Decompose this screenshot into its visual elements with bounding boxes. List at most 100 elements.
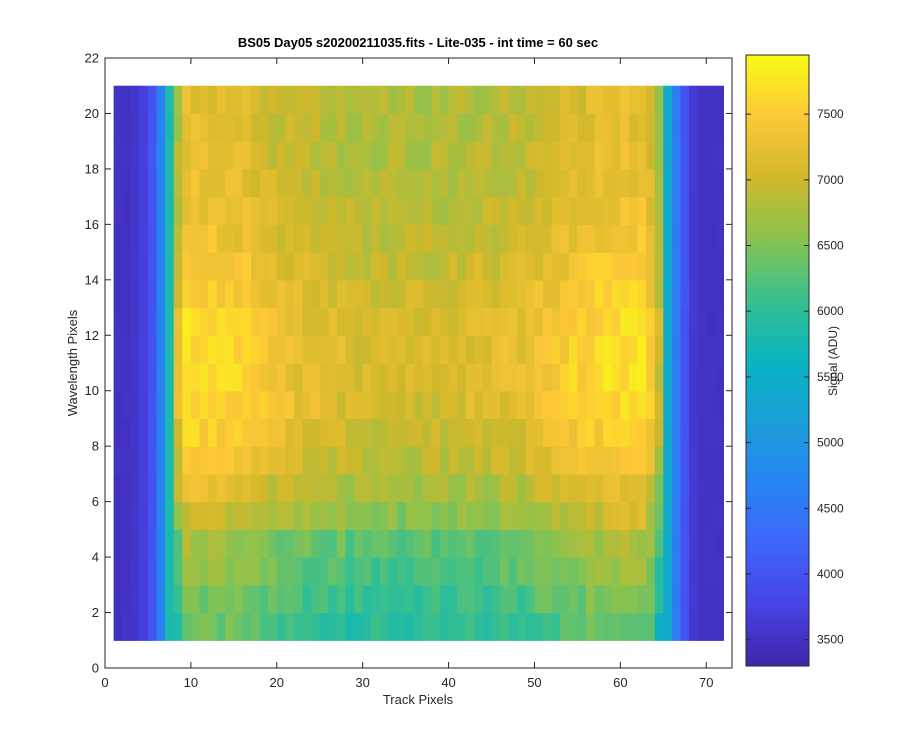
heatmap-cell: [336, 224, 347, 253]
heatmap-cell: [113, 557, 123, 586]
heatmap-cell: [302, 501, 312, 530]
heatmap-cell: [122, 252, 132, 281]
heatmap-cell: [113, 279, 123, 309]
heatmap-cell: [697, 584, 707, 614]
heatmap-cell: [208, 584, 218, 614]
heatmap-cell: [405, 473, 415, 503]
heatmap-cell: [208, 279, 218, 309]
heatmap-cell: [714, 168, 725, 198]
heatmap-cell: [285, 335, 295, 364]
heatmap-cell: [285, 418, 295, 447]
heatmap-cell: [560, 307, 570, 336]
heatmap-cell: [543, 501, 553, 530]
heatmap-cell: [671, 168, 682, 198]
heatmap-cell: [508, 557, 518, 586]
heatmap-cell: [714, 307, 725, 336]
heatmap-cell: [336, 418, 347, 447]
heatmap-cell: [190, 390, 201, 420]
heatmap-cell: [225, 529, 235, 558]
heatmap-cell: [465, 390, 475, 420]
heatmap-cell: [439, 612, 450, 641]
heatmap-cell: [345, 390, 355, 420]
heatmap-cell: [706, 224, 716, 253]
heatmap-cell: [714, 224, 725, 253]
heatmap-cell: [594, 224, 604, 253]
heatmap-cell: [611, 584, 621, 614]
heatmap-cell: [637, 584, 647, 614]
heatmap-cell: [706, 252, 716, 281]
heatmap-cell: [474, 529, 484, 558]
heatmap-cell: [182, 252, 192, 281]
heatmap-cell: [268, 196, 278, 225]
heatmap-cell: [371, 473, 381, 503]
colorbar: [745, 54, 810, 667]
heatmap-cell: [431, 584, 441, 614]
heatmap-cell: [663, 501, 673, 530]
heatmap-cell: [182, 446, 192, 475]
heatmap-cell: [122, 418, 132, 447]
heatmap-cell: [122, 557, 132, 586]
heatmap-cell: [603, 473, 613, 503]
heatmap-cell: [448, 168, 458, 198]
heatmap-cell: [259, 446, 269, 475]
heatmap-cell: [465, 279, 475, 309]
heatmap-cell: [122, 390, 132, 420]
heatmap-cell: [139, 363, 149, 392]
heatmap-cell: [517, 141, 527, 170]
heatmap-cell: [405, 113, 415, 142]
heatmap-cell: [689, 141, 699, 170]
heatmap-cell: [611, 252, 621, 281]
heatmap-cell: [242, 141, 252, 170]
heatmap-cell: [474, 418, 484, 447]
heatmap-cell: [336, 196, 347, 225]
heatmap-cell: [388, 390, 398, 420]
heatmap-cell: [130, 196, 140, 225]
heatmap-cell: [199, 196, 209, 225]
heatmap-cell: [474, 168, 484, 198]
heatmap-cell: [276, 529, 286, 558]
heatmap-cell: [130, 584, 140, 614]
heatmap-cell: [431, 252, 441, 281]
heatmap-cell: [397, 612, 407, 641]
heatmap-cell: [594, 168, 604, 198]
heatmap-cell: [568, 446, 578, 475]
heatmap-cell: [345, 307, 355, 336]
heatmap-cell: [302, 363, 312, 392]
heatmap-cell: [276, 335, 286, 364]
heatmap-cell: [345, 584, 355, 614]
heatmap-cell: [182, 612, 192, 641]
heatmap-cell: [147, 224, 158, 253]
heatmap-cell: [500, 612, 510, 641]
heatmap-cell: [388, 612, 398, 641]
heatmap-cell: [216, 473, 226, 503]
heatmap-cell: [388, 473, 398, 503]
heatmap-cell: [465, 473, 475, 503]
heatmap-cell: [397, 168, 407, 198]
heatmap-cell: [285, 252, 295, 281]
heatmap-cell: [156, 224, 166, 253]
heatmap-cell: [620, 418, 630, 447]
heatmap-cell: [500, 224, 510, 253]
heatmap-cell: [585, 279, 596, 309]
heatmap-cell: [500, 335, 510, 364]
heatmap-cell: [379, 473, 390, 503]
heatmap-cell: [268, 557, 278, 586]
heatmap-cell: [474, 363, 484, 392]
heatmap-cell: [474, 252, 484, 281]
heatmap-cell: [233, 446, 244, 475]
heatmap-cell: [208, 252, 218, 281]
heatmap-cell: [414, 307, 424, 336]
heatmap-cell: [525, 252, 536, 281]
heatmap-cell: [397, 279, 407, 309]
heatmap-cell: [328, 557, 338, 586]
heatmap-cell: [285, 584, 295, 614]
heatmap-cell: [405, 141, 415, 170]
heatmap-cell: [293, 584, 304, 614]
heatmap-cell: [474, 612, 484, 641]
heatmap-cell: [165, 418, 175, 447]
heatmap-cell: [628, 473, 639, 503]
heatmap-cell: [543, 224, 553, 253]
heatmap-cell: [251, 446, 261, 475]
heatmap-cell: [525, 279, 536, 309]
colorbar-tick-label: 3500: [817, 633, 844, 647]
